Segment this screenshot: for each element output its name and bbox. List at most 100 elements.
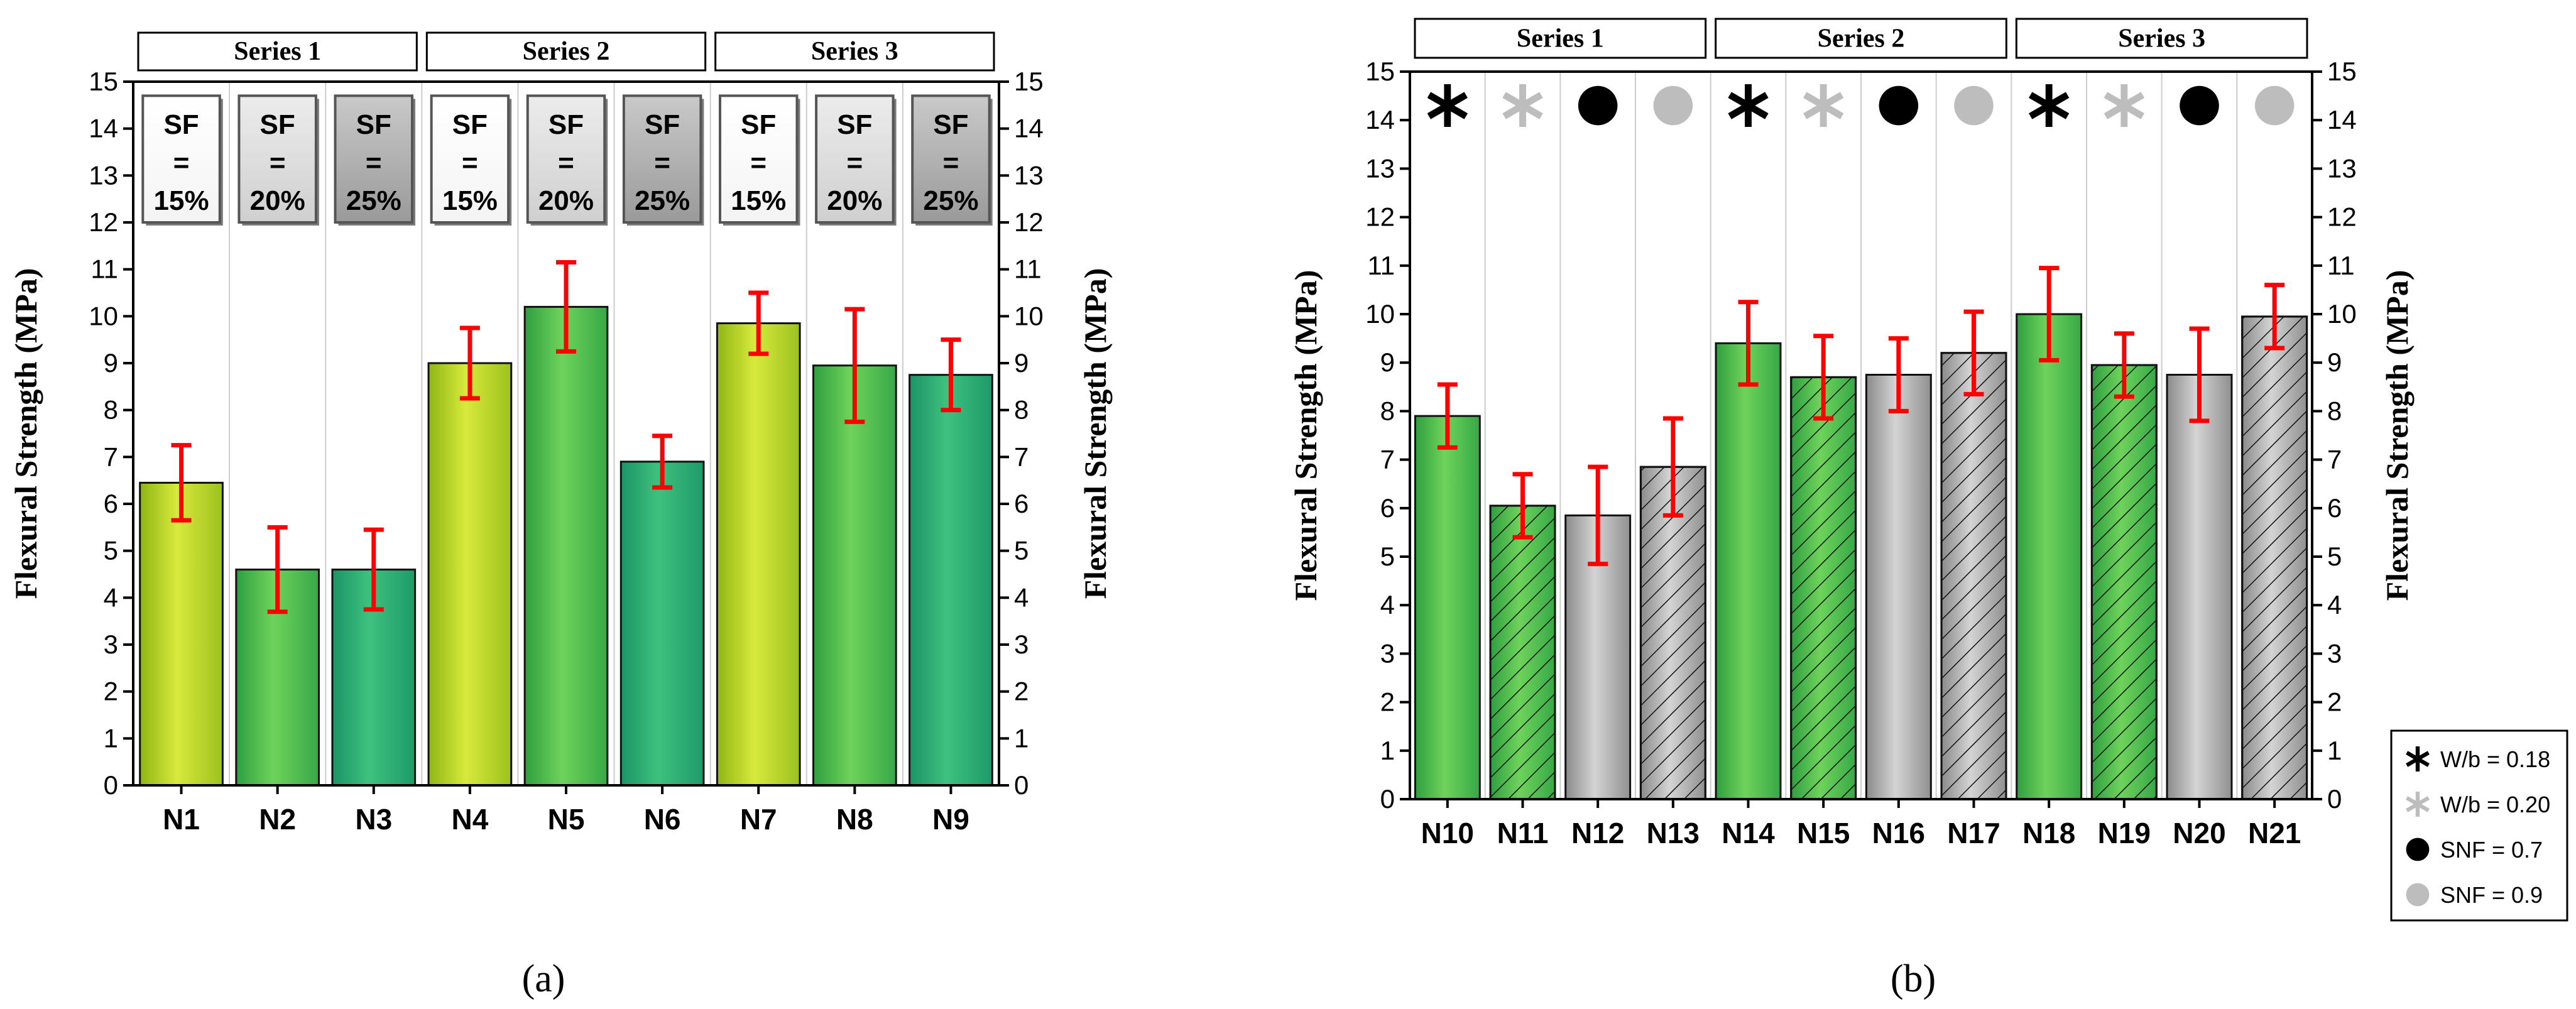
y-tick-label-right: 9 — [1014, 348, 1029, 378]
sf-box-title: SF — [356, 109, 391, 140]
error-bar-N9 — [941, 337, 961, 413]
y-tick-label-left: 11 — [90, 254, 118, 284]
sf-box-value: 20% — [827, 185, 882, 216]
sf-box-title: SF — [645, 109, 680, 140]
sf-box-equals: = — [173, 147, 190, 178]
sf-box-title: SF — [163, 109, 199, 140]
y-tick-label-left: 4 — [104, 582, 118, 612]
x-tick-label-N18: N18 — [2022, 817, 2075, 849]
sf-box-equals: = — [270, 147, 286, 178]
x-tick-label-N4: N4 — [451, 803, 488, 836]
y-tick-label-right: 15 — [2327, 57, 2357, 86]
x-tick-label-N21: N21 — [2248, 817, 2301, 849]
x-tick-label-N3: N3 — [355, 803, 392, 836]
sf-box-frame — [815, 94, 895, 224]
x-tick-label-N11: N11 — [1497, 817, 1549, 849]
x-tick-label-N12: N12 — [1571, 817, 1624, 849]
bar-N4 — [427, 362, 513, 787]
sf-box-frame — [141, 94, 221, 224]
panel-label: (b) — [1891, 957, 1936, 1000]
legend-marker-dot-black — [2406, 837, 2430, 861]
y-tick-label-left: 11 — [1367, 251, 1395, 280]
series-header: Series 1 — [137, 31, 418, 72]
y-tick-label-left: 14 — [1365, 105, 1395, 134]
sf-box-5: SF = 20% — [526, 94, 608, 226]
y-tick-label-right: 14 — [1014, 114, 1044, 143]
sf-box-equals: = — [846, 147, 863, 178]
marker-N15 — [1803, 84, 1844, 128]
y-tick-label-left: 5 — [104, 536, 118, 565]
y-tick-label-right: 11 — [2327, 251, 2355, 280]
sf-box-frame — [718, 94, 799, 224]
y-tick-label-right: 14 — [2327, 105, 2357, 134]
panel-label: (a) — [522, 957, 565, 1000]
marker-N16 — [1879, 85, 1919, 126]
sf-box-title: SF — [548, 109, 584, 140]
legend-label: W/b = 0.18 — [2440, 746, 2550, 772]
bar-N6 — [619, 461, 705, 787]
bar-N7 — [716, 322, 801, 787]
series-header-label: Series 1 — [234, 37, 321, 66]
sf-box-value: 15% — [154, 185, 209, 216]
series-header: Series 3 — [714, 31, 995, 72]
y-tick-label-left: 2 — [1380, 687, 1395, 717]
sf-box-1: SF = 15% — [141, 94, 223, 226]
sf-box-7: SF = 15% — [718, 94, 800, 226]
marker-N17 — [1954, 85, 1994, 126]
y-tick-label-left: 12 — [89, 207, 118, 237]
sf-box-value: 20% — [250, 185, 305, 216]
y-tick-label-left: 6 — [104, 489, 118, 518]
y-tick-label-right: 3 — [1014, 630, 1029, 659]
legend-marker-star-gray — [2406, 792, 2430, 817]
x-tick-label-N15: N15 — [1797, 817, 1850, 849]
error-bar-N20 — [2189, 326, 2210, 423]
error-bar-N13 — [1662, 416, 1683, 518]
error-bar-N21 — [2264, 283, 2285, 351]
error-bar-N1 — [171, 443, 192, 523]
series-header-label: Series 3 — [2118, 25, 2205, 53]
sf-box-title: SF — [837, 109, 872, 140]
y-tick-label-right: 15 — [1014, 67, 1044, 96]
y-tick-label-left: 14 — [89, 114, 118, 143]
y-tick-label-left: 13 — [1365, 153, 1395, 183]
y-tick-label-left: 4 — [1380, 590, 1395, 619]
y-tick-label-left: 10 — [1365, 299, 1395, 329]
legend-item: W/b = 0.20 — [2406, 792, 2550, 817]
error-bar-N18 — [2039, 266, 2060, 363]
x-tick-label-N6: N6 — [644, 803, 681, 836]
series-header-label: Series 3 — [811, 37, 898, 66]
series-header-label: Series 2 — [523, 37, 610, 66]
sf-box-value: 25% — [923, 185, 978, 216]
legend-item: SNF = 0.9 — [2406, 882, 2543, 908]
error-bar-N8 — [844, 307, 865, 424]
y-tick-label-left: 15 — [1365, 57, 1395, 86]
marker-N19 — [2104, 84, 2144, 128]
sf-box-equals: = — [558, 147, 574, 178]
x-tick-label-N2: N2 — [259, 803, 296, 836]
error-bar-N2 — [267, 525, 288, 614]
y-tick-label-left: 1 — [104, 723, 118, 753]
bar-N18 — [2016, 313, 2083, 800]
bar-hatch-N19 — [2090, 364, 2158, 800]
y-tick-label-left: 6 — [1380, 493, 1395, 523]
x-tick-label-N7: N7 — [740, 803, 777, 836]
y-tick-label-left: 8 — [1380, 396, 1395, 425]
x-tick-label-N5: N5 — [548, 803, 585, 836]
error-bar-N19 — [2114, 331, 2134, 399]
y-tick-label-right: 8 — [2327, 396, 2342, 425]
x-tick-label-N16: N16 — [1872, 817, 1925, 849]
series-header: Series 2 — [425, 31, 707, 72]
sf-box-frame — [430, 94, 510, 224]
error-bar-N6 — [652, 434, 673, 490]
bar-hatch-N11 — [1489, 504, 1556, 800]
bar-hatch-N21 — [2241, 315, 2308, 800]
sf-box-8: SF = 20% — [815, 94, 897, 226]
y-tick-label-left: 9 — [104, 348, 118, 378]
y-tick-label-right: 5 — [1014, 536, 1029, 565]
y-axis-title-right: Flexural Strength (MPa) — [1078, 268, 1113, 599]
series-header-box — [1715, 18, 2007, 59]
y-tick-label-right: 1 — [1014, 723, 1029, 753]
y-tick-label-left: 10 — [89, 301, 118, 330]
series-header: Series 3 — [2015, 18, 2308, 59]
